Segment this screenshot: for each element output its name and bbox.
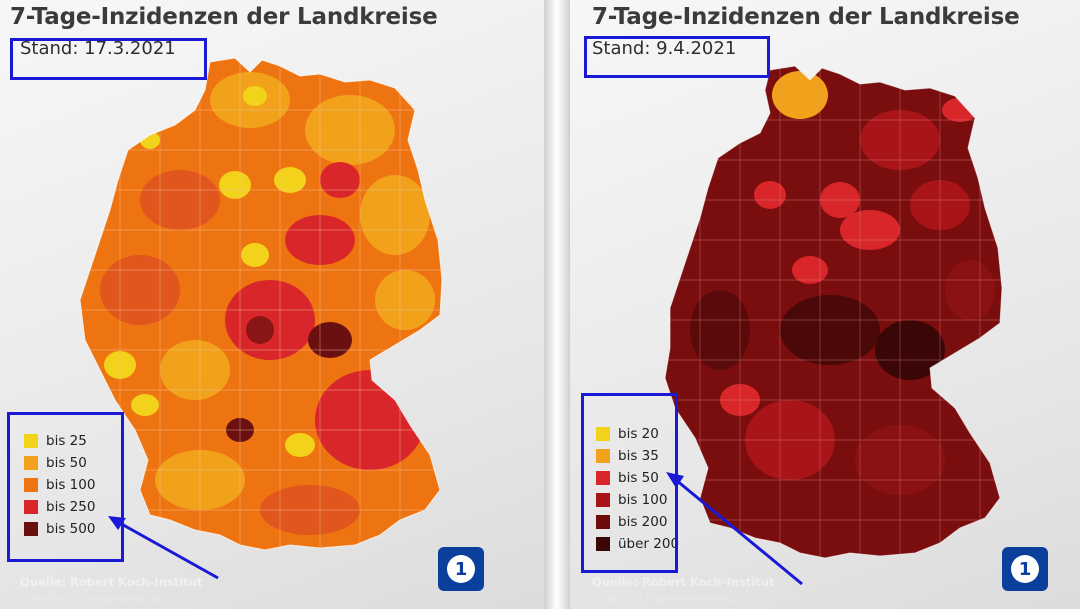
germany-map-march xyxy=(79,57,443,551)
district-borders xyxy=(665,66,1002,558)
legend-item: bis 100 xyxy=(24,474,95,496)
legend-swatch xyxy=(24,478,38,492)
legend-swatch xyxy=(596,515,610,529)
legend-label: bis 20 xyxy=(618,426,659,442)
legend-swatch xyxy=(24,456,38,470)
legend-label: bis 100 xyxy=(46,477,96,493)
date-label: Stand: 17.3.2021 xyxy=(20,38,176,59)
arrow-annotation xyxy=(108,516,219,580)
legend-label: bis 500 xyxy=(46,521,96,537)
legend-item: bis 25 xyxy=(24,430,95,452)
legend-item: bis 100 xyxy=(596,489,679,511)
legend-swatch xyxy=(24,434,38,448)
legend-item: bis 500 xyxy=(24,518,95,540)
legend-label: bis 200 xyxy=(618,514,668,530)
logo-mark: 1 xyxy=(447,555,475,583)
legend-item: bis 20 xyxy=(596,423,679,445)
legend-label: bis 50 xyxy=(618,470,659,486)
copyright-label: © MapTiler / © openstreetmap.org xyxy=(20,594,160,603)
legend-swatch xyxy=(596,449,610,463)
legend-item: bis 35 xyxy=(596,445,679,467)
broadcaster-logo: 1 xyxy=(438,547,484,591)
legend-swatch xyxy=(596,471,610,485)
legend-highlight-box xyxy=(7,412,124,562)
germany-map-april xyxy=(664,65,1003,559)
legend-item: über 200 xyxy=(596,533,679,555)
legend-swatch xyxy=(596,493,610,507)
legend-swatch xyxy=(24,522,38,536)
panel-divider xyxy=(544,0,570,609)
legend-item: bis 200 xyxy=(596,511,679,533)
legend: bis 25 bis 50 bis 100 bis 250 bis 500 xyxy=(24,430,95,540)
date-highlight-box xyxy=(10,38,207,80)
arrow-annotation xyxy=(666,472,803,586)
legend: bis 20 bis 35 bis 50 bis 100 bis 200 übe… xyxy=(596,423,679,555)
legend-swatch xyxy=(24,500,38,514)
legend-label: bis 250 xyxy=(46,499,96,515)
legend-item: bis 50 xyxy=(24,452,95,474)
legend-label: bis 100 xyxy=(618,492,668,508)
legend-item: bis 50 xyxy=(596,467,679,489)
left-map-panel: 7-Tage-Inzidenzen der Landkreise Stand: … xyxy=(0,0,544,609)
legend-swatch xyxy=(596,537,610,551)
legend-item: bis 250 xyxy=(24,496,95,518)
legend-label: über 200 xyxy=(618,536,680,552)
logo-mark: 1 xyxy=(1011,555,1039,583)
copyright-label: © MapTiler / © openstreetmap.org xyxy=(592,594,732,603)
broadcaster-logo: 1 xyxy=(1002,547,1048,591)
legend-swatch xyxy=(596,427,610,441)
legend-label: bis 50 xyxy=(46,455,87,471)
date-highlight-box xyxy=(584,36,770,78)
legend-label: bis 35 xyxy=(618,448,659,464)
district-borders xyxy=(80,58,440,550)
source-label: Quelle: Robert Koch-Institut xyxy=(20,575,203,589)
map-title: 7-Tage-Inzidenzen der Landkreise xyxy=(10,4,438,30)
legend-label: bis 25 xyxy=(46,433,87,449)
date-label: Stand: 9.4.2021 xyxy=(592,38,737,59)
right-map-panel: 7-Tage-Inzidenzen der Landkreise Stand: … xyxy=(570,0,1080,609)
map-title: 7-Tage-Inzidenzen der Landkreise xyxy=(592,4,1020,30)
source-label: Quelle: Robert Koch-Institut xyxy=(592,575,775,589)
